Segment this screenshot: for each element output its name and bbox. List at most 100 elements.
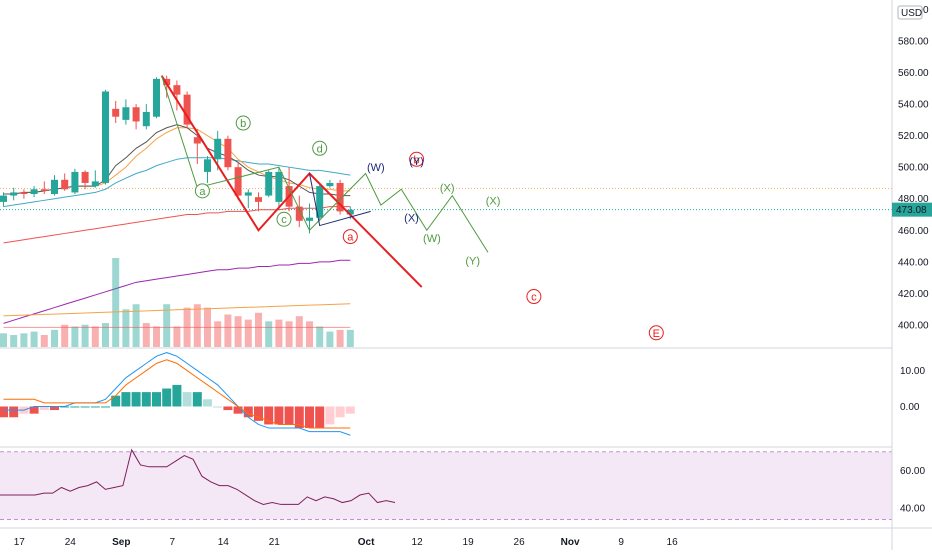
time-tick-label: Oct (358, 537, 375, 548)
macd-histogram-bar (325, 406, 335, 425)
macd-histogram-bar (294, 406, 304, 429)
wave-label[interactable]: (W) (367, 162, 385, 174)
macd-pane[interactable] (0, 352, 355, 436)
volume-bar (102, 323, 109, 347)
candle[interactable] (316, 182, 324, 221)
volume-bar (316, 326, 324, 347)
wave-label-circle (235, 115, 251, 131)
candle[interactable] (20, 189, 28, 199)
wave-label[interactable]: d (312, 140, 328, 156)
candle[interactable] (0, 192, 7, 207)
wave-label-text: (Y) (409, 156, 424, 168)
volume-bar (295, 316, 303, 347)
wave-label-text: d (317, 143, 323, 155)
candle[interactable] (336, 179, 344, 215)
wave-label-text: b (240, 118, 246, 130)
time-tick-label: 26 (514, 537, 526, 548)
wave-label-circle (342, 229, 358, 245)
candle[interactable] (91, 170, 99, 188)
wave-label[interactable]: a (342, 229, 358, 245)
elliott-wave-path[interactable] (160, 75, 423, 288)
wave-label-text: (W) (423, 233, 441, 245)
macd-histogram-bar (182, 392, 192, 407)
price-tick-label: 400.00 (898, 320, 929, 331)
candle[interactable] (193, 129, 201, 165)
wave-label[interactable]: (X) (404, 213, 419, 225)
candle-body (306, 217, 313, 221)
price-tick-label: 500.00 (898, 163, 929, 174)
candle[interactable] (153, 77, 160, 119)
volume-bar (132, 304, 140, 347)
rsi-tick-label: 40.00 (900, 504, 925, 515)
candle[interactable] (204, 156, 211, 183)
elliott-wave-path[interactable] (309, 173, 371, 227)
candle[interactable] (71, 168, 79, 195)
wave-label[interactable]: b (235, 115, 251, 131)
candle[interactable] (112, 100, 120, 124)
wave-label[interactable]: E (648, 325, 664, 341)
last-price-badge (892, 202, 932, 217)
wave-label[interactable]: (X) (486, 195, 501, 207)
candle[interactable] (255, 192, 262, 212)
candle[interactable] (102, 89, 109, 185)
candle[interactable] (132, 104, 140, 130)
candle-body (142, 111, 150, 127)
candle[interactable] (40, 181, 48, 195)
wave-label[interactable]: (W) (423, 233, 441, 245)
rsi-tick-label: 60.00 (900, 466, 925, 477)
candle[interactable] (306, 203, 313, 234)
macd-histogram-bar (172, 384, 182, 407)
macd-histogram-bar (254, 406, 263, 421)
time-tick-label: Sep (112, 537, 130, 548)
wave-label[interactable]: (Y) (465, 255, 480, 267)
candle[interactable] (122, 99, 130, 125)
time-tick-label: 16 (667, 537, 679, 548)
volume-bar (0, 333, 7, 347)
candle[interactable] (275, 167, 283, 210)
wave-label[interactable]: c (276, 211, 292, 227)
candle[interactable] (244, 189, 252, 209)
macd-histogram-bar (315, 406, 325, 429)
wave-label-text: E (653, 328, 660, 340)
candle[interactable] (295, 195, 303, 228)
wave-label[interactable]: (X) (440, 183, 455, 195)
wave-label[interactable]: c (526, 289, 542, 305)
candle[interactable] (81, 170, 89, 190)
candle[interactable] (224, 135, 232, 171)
candle[interactable] (234, 162, 242, 201)
time-tick-label: 7 (170, 537, 176, 548)
wave-label[interactable]: (Y) (409, 156, 424, 168)
price-tick-label: 420.00 (898, 289, 929, 300)
candle[interactable] (51, 175, 58, 196)
moving-average-line (3, 157, 351, 208)
wave-label[interactable]: b (409, 151, 425, 167)
rsi-band (0, 451, 892, 520)
elliott-wave-path[interactable] (161, 75, 489, 253)
candle[interactable] (265, 170, 273, 198)
currency-badge[interactable] (897, 5, 923, 20)
candle-body (224, 138, 232, 168)
candle[interactable] (61, 173, 69, 191)
time-tick-label: 24 (65, 537, 77, 548)
volume-bar (265, 321, 273, 347)
volume-bar (91, 326, 99, 347)
candle[interactable] (326, 179, 334, 188)
candle[interactable] (10, 187, 18, 201)
volume-bar (234, 316, 242, 347)
moving-average-line (3, 206, 351, 244)
volume-bar (336, 329, 344, 347)
rsi-pane[interactable] (0, 448, 892, 520)
volume-bar (10, 335, 18, 347)
candle-body (0, 195, 7, 202)
wave-label[interactable]: a (194, 183, 210, 199)
macd-line (3, 352, 351, 436)
candle[interactable] (142, 104, 150, 130)
wave-label-circle (648, 325, 664, 341)
candle[interactable] (173, 80, 181, 111)
candle-body (71, 171, 79, 193)
candle[interactable] (183, 91, 191, 128)
candle[interactable] (30, 186, 38, 198)
